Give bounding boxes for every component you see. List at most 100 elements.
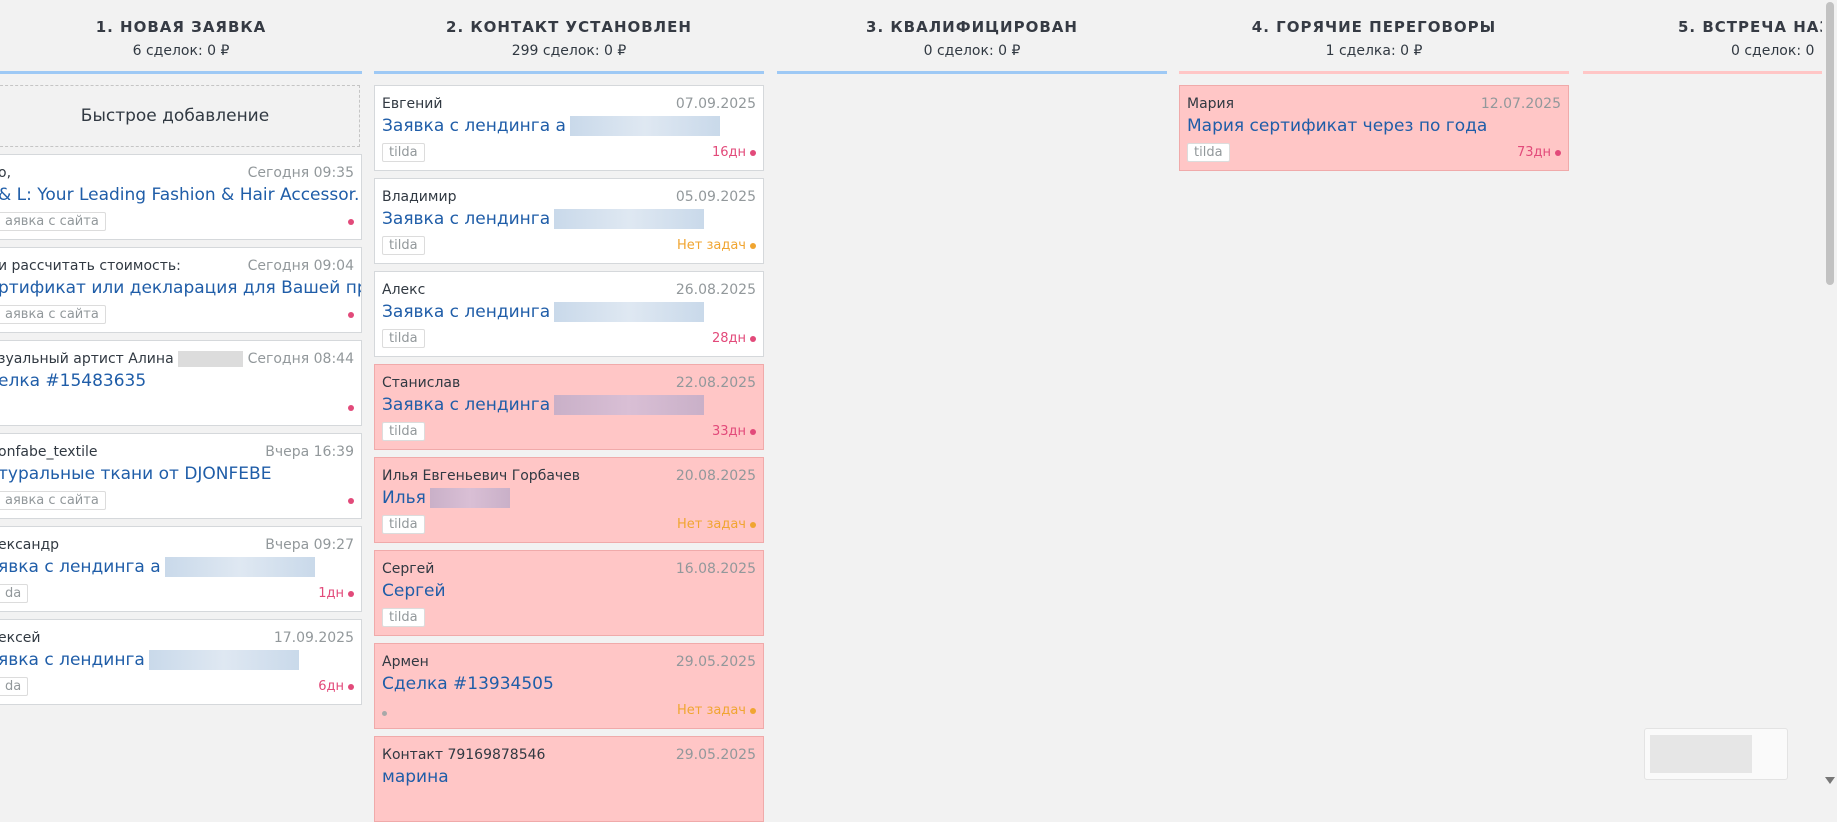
card-contact-name: Сергей (382, 561, 435, 577)
status-dot-icon (348, 218, 354, 225)
card-deal-title[interactable]: явка с лендинга а (0, 557, 315, 577)
redacted-block (429, 488, 510, 508)
card-date: Вчера 09:27 (265, 537, 354, 553)
card-tag: tilda (382, 608, 425, 627)
card-tag: da (0, 584, 29, 603)
column-title: 2. КОНТАКТ УСТАНОВЛЕН (446, 18, 692, 36)
column-title: 3. КВАЛИФИЦИРОВАН (866, 18, 1078, 36)
card-deal-title[interactable]: Сергей (382, 581, 446, 601)
floating-widget[interactable] (1644, 728, 1788, 780)
deal-card[interactable]: Армен 29.05.2025 Сделка #13934505 Нет за… (374, 643, 764, 729)
deal-card[interactable]: Владимир 05.09.2025 Заявка с лендинга ti… (374, 178, 764, 264)
card-contact-name: onfabe_textile (0, 444, 98, 460)
redacted-block (554, 302, 705, 322)
status-dot-icon (750, 335, 756, 342)
column-title: 4. ГОРЯЧИЕ ПЕРЕГОВОРЫ (1251, 18, 1497, 36)
redacted-block (554, 395, 705, 415)
card-date: 17.09.2025 (273, 630, 354, 646)
card-date: Сегодня 08:44 (247, 351, 354, 367)
column-color-line (0, 71, 362, 74)
redacted-block (177, 351, 243, 367)
deal-card[interactable]: и рассчитать стоимость: Сегодня 09:04 рт… (0, 247, 362, 333)
deal-card[interactable]: Контакт 79169878546 29.05.2025 марина (374, 736, 764, 822)
card-status (344, 214, 354, 229)
card-deal-title[interactable]: марина (382, 767, 449, 787)
card-tag: tilda (382, 515, 425, 534)
status-dot-icon (1555, 149, 1561, 156)
column-header[interactable]: 3. КВАЛИФИЦИРОВАН 0 сделок: 0 ₽ (777, 0, 1167, 74)
deal-card[interactable]: Станислав 22.08.2025 Заявка с лендинга t… (374, 364, 764, 450)
deal-card[interactable]: Илья Евгеньевич Горбачев 20.08.2025 Илья… (374, 457, 764, 543)
card-date: Сегодня 09:04 (247, 258, 354, 274)
pipeline-column-hot-negotiations: 4. ГОРЯЧИЕ ПЕРЕГОВОРЫ 1 сделка: 0 ₽ Мари… (1179, 0, 1569, 788)
card-contact-name: ексей (0, 630, 41, 646)
card-date: 05.09.2025 (675, 189, 756, 205)
card-status: 33дн (712, 424, 756, 439)
redacted-block (569, 116, 720, 136)
card-date: 12.07.2025 (1480, 96, 1561, 112)
card-contact-name: Мария (1187, 96, 1235, 112)
card-tag: tilda (382, 236, 425, 255)
card-deal-title[interactable]: туральные ткани от DJONFEBE (0, 464, 272, 484)
card-date: Вчера 16:39 (265, 444, 354, 460)
card-deal-title[interactable]: Илья (382, 488, 510, 508)
card-deal-title[interactable]: елка #15483635 (0, 371, 147, 391)
vertical-scrollbar[interactable] (1822, 0, 1837, 788)
card-tag: аявка с сайта (0, 212, 106, 231)
deal-card[interactable]: onfabe_textile Вчера 16:39 туральные тка… (0, 433, 362, 519)
card-tag: аявка с сайта (0, 305, 106, 324)
deal-card[interactable]: Мария 12.07.2025 Мария сертификат через … (1179, 85, 1569, 171)
column-title: 5. ВСТРЕЧА НАЗН (1678, 18, 1822, 36)
card-status: 28дн (712, 331, 756, 346)
card-deal-title[interactable]: Сделка #13934505 (382, 674, 554, 694)
column-header[interactable]: 1. НОВАЯ ЗАЯВКА 6 сделок: 0 ₽ (0, 0, 362, 74)
card-deal-title[interactable]: Заявка с лендинга а (382, 116, 720, 136)
redacted-block (164, 557, 315, 577)
column-color-line (374, 71, 764, 74)
card-deal-title[interactable]: явка с лендинга (0, 650, 299, 670)
column-header[interactable]: 5. ВСТРЕЧА НАЗН 0 сделок: 0 (1583, 0, 1822, 74)
redacted-block (148, 650, 299, 670)
card-status: Нет задач (677, 703, 756, 718)
card-contact-name: о, (0, 165, 12, 181)
card-date: 16.08.2025 (675, 561, 756, 577)
scrollbar-thumb[interactable] (1826, 2, 1834, 285)
status-dot-icon (348, 497, 354, 504)
deal-card[interactable]: ексей 17.09.2025 явка с лендинга da 6дн (0, 619, 362, 705)
status-dot-icon (348, 311, 354, 318)
card-status (344, 307, 354, 322)
card-contact-name: Армен (382, 654, 429, 670)
column-header[interactable]: 2. КОНТАКТ УСТАНОВЛЕН 299 сделок: 0 ₽ (374, 0, 764, 74)
card-status: 6дн (318, 679, 354, 694)
quick-add-button[interactable]: Быстрое добавление (0, 85, 360, 147)
card-status (344, 493, 354, 508)
card-deal-title[interactable]: & L: Your Leading Fashion & Hair Accesso… (0, 185, 362, 205)
card-date: 26.08.2025 (675, 282, 756, 298)
card-tag: tilda (1187, 143, 1230, 162)
deal-card[interactable]: о, Сегодня 09:35 & L: Your Leading Fashi… (0, 154, 362, 240)
status-dot-icon (348, 404, 354, 411)
card-deal-title[interactable]: ртификат или декларация для Вашей про... (0, 278, 362, 298)
column-summary: 6 сделок: 0 ₽ (132, 43, 230, 59)
deal-card[interactable]: Сергей 16.08.2025 Сергей tilda (374, 550, 764, 636)
status-dot-icon (348, 590, 354, 597)
floating-widget-content (1650, 735, 1752, 773)
card-deal-title[interactable]: Мария сертификат через по года (1187, 116, 1488, 136)
status-dot-icon (750, 242, 756, 249)
card-date: 07.09.2025 (675, 96, 756, 112)
column-header[interactable]: 4. ГОРЯЧИЕ ПЕРЕГОВОРЫ 1 сделка: 0 ₽ (1179, 0, 1569, 74)
card-deal-title[interactable]: Заявка с лендинга (382, 302, 705, 322)
card-deal-title[interactable]: Заявка с лендинга (382, 209, 705, 229)
scroll-down-arrow-icon[interactable] (1825, 777, 1835, 784)
pipeline-column-qualified: 3. КВАЛИФИЦИРОВАН 0 сделок: 0 ₽ (777, 0, 1167, 788)
deal-card[interactable]: Алекс 26.08.2025 Заявка с лендинга tilda… (374, 271, 764, 357)
pipeline-column-contact-established: 2. КОНТАКТ УСТАНОВЛЕН 299 сделок: 0 ₽ Ев… (374, 0, 764, 822)
card-status (344, 400, 354, 415)
deal-card[interactable]: зуальный артист Алина Сегодня 08:44 елка… (0, 340, 362, 426)
pipeline-column-new-request: 1. НОВАЯ ЗАЯВКА 6 сделок: 0 ₽ Быстрое до… (0, 0, 362, 788)
deal-card[interactable]: Евгений 07.09.2025 Заявка с лендинга а t… (374, 85, 764, 171)
card-deal-title[interactable]: Заявка с лендинга (382, 395, 705, 415)
deal-card[interactable]: ександр Вчера 09:27 явка с лендинга а da… (0, 526, 362, 612)
status-dot-icon (750, 428, 756, 435)
status-dot-icon (750, 149, 756, 156)
